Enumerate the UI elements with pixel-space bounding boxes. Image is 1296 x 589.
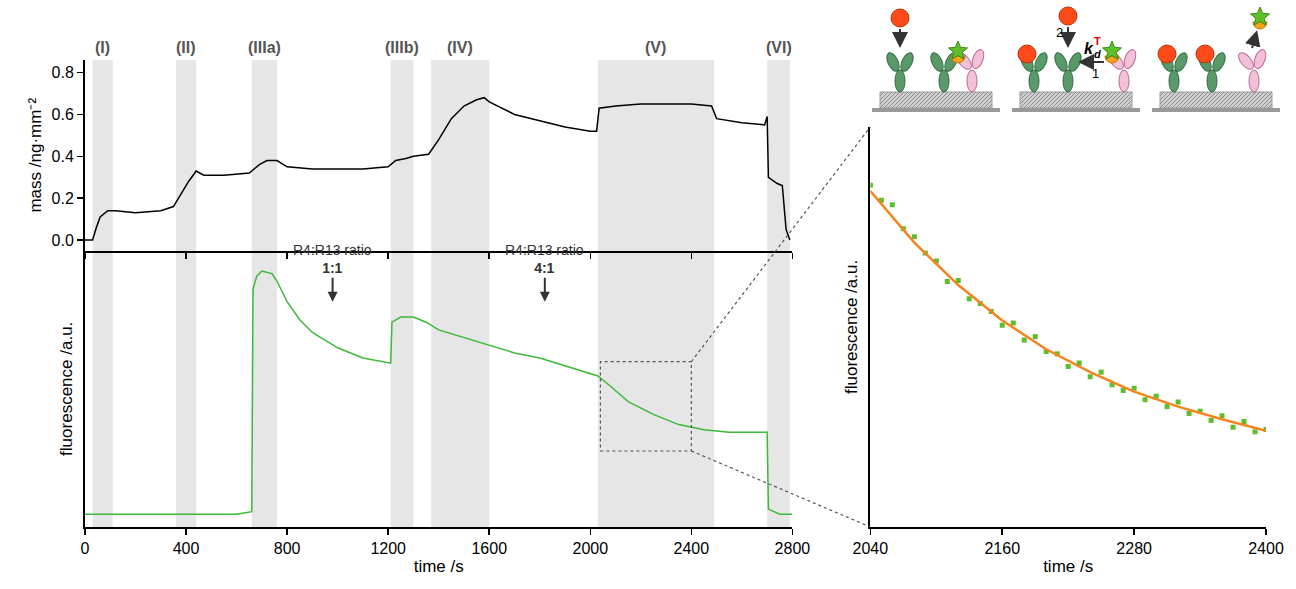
svg-text:1: 1 — [1092, 66, 1099, 81]
svg-text:(V): (V) — [645, 39, 666, 56]
svg-text:2400: 2400 — [674, 540, 710, 557]
svg-text:T: T — [1094, 35, 1101, 47]
svg-text:(I): (I) — [95, 39, 110, 56]
svg-text:fluorescence /a.u.: fluorescence /a.u. — [57, 322, 76, 456]
svg-text:2160: 2160 — [984, 540, 1020, 557]
svg-text:800: 800 — [274, 540, 301, 557]
svg-text:2000: 2000 — [573, 540, 609, 557]
svg-text:2400: 2400 — [1248, 540, 1284, 557]
svg-text:400: 400 — [173, 540, 200, 557]
svg-text:0: 0 — [81, 540, 90, 557]
svg-text:0.4: 0.4 — [52, 148, 74, 165]
svg-text:mass /ng·mm⁻²: mass /ng·mm⁻² — [26, 98, 45, 213]
svg-text:fluorescence /a.u.: fluorescence /a.u. — [842, 260, 861, 394]
svg-text:0.0: 0.0 — [52, 232, 74, 249]
svg-text:(II): (II) — [176, 39, 196, 56]
svg-text:2800: 2800 — [775, 540, 811, 557]
svg-text:0.2: 0.2 — [52, 190, 74, 207]
svg-text:(IV): (IV) — [447, 39, 473, 56]
svg-text:time /s: time /s — [1043, 557, 1093, 576]
svg-text:(IIIa): (IIIa) — [248, 39, 281, 56]
svg-text:1200: 1200 — [370, 540, 406, 557]
svg-text:k: k — [1084, 40, 1094, 57]
svg-text:R4:R13 ratio1:1: R4:R13 ratio1:1 — [293, 242, 372, 276]
svg-text:(IIIb): (IIIb) — [385, 39, 419, 56]
svg-text:time /s: time /s — [414, 557, 464, 576]
svg-text:1600: 1600 — [471, 540, 507, 557]
svg-text:2040: 2040 — [853, 540, 889, 557]
svg-text:(VI): (VI) — [766, 39, 792, 56]
svg-text:R4:R13 ratio4:1: R4:R13 ratio4:1 — [505, 242, 584, 276]
svg-text:2280: 2280 — [1116, 540, 1152, 557]
svg-text:0.8: 0.8 — [52, 64, 74, 81]
svg-text:d: d — [1094, 48, 1101, 60]
svg-text:2: 2 — [1056, 25, 1063, 40]
svg-text:0.6: 0.6 — [52, 106, 74, 123]
